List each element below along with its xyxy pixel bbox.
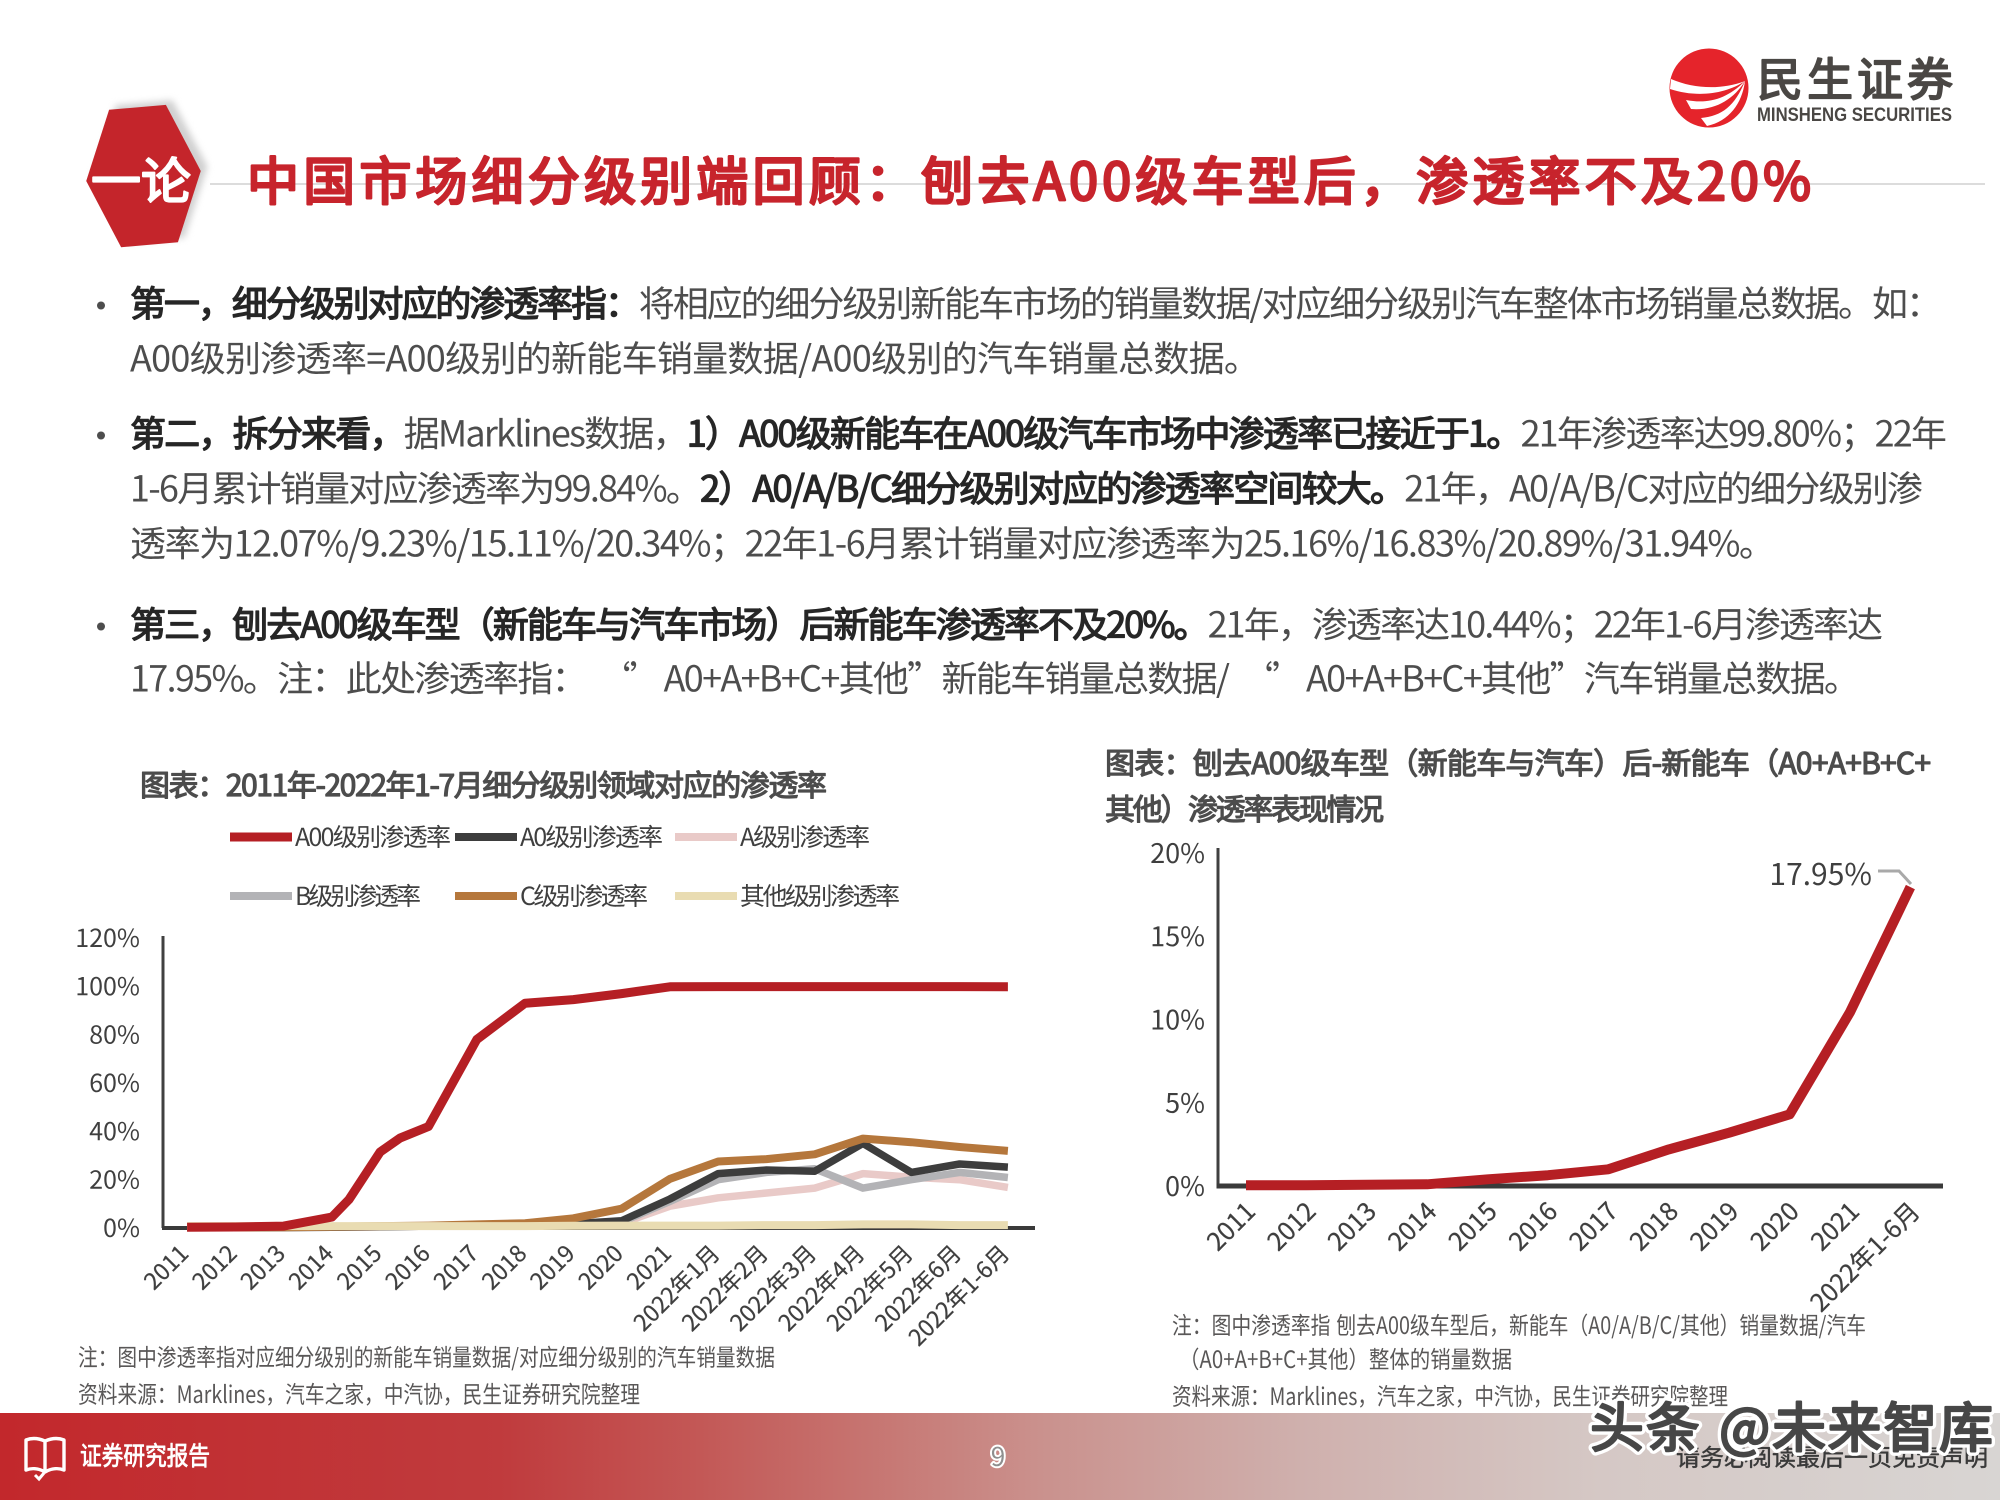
- svg-text:MINSHENG SECURITIES: MINSHENG SECURITIES: [1757, 104, 1952, 126]
